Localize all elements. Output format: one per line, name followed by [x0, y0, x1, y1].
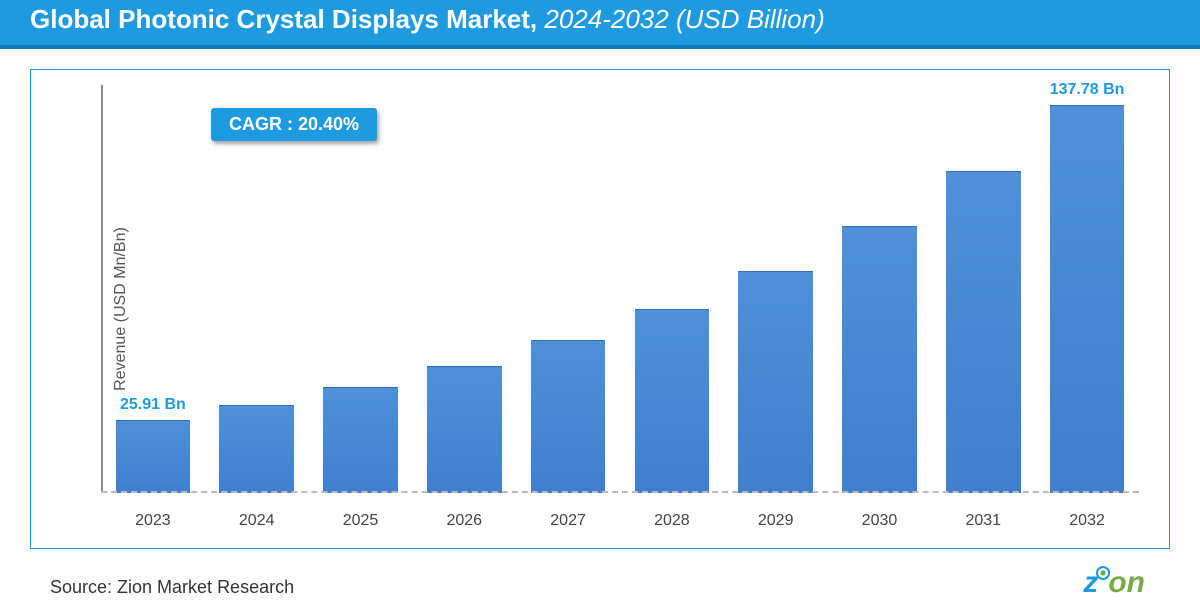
bar-slot	[516, 85, 620, 493]
bar	[946, 171, 1021, 493]
bar	[635, 309, 710, 493]
bar	[219, 405, 294, 493]
brand-logo: zon	[1083, 566, 1145, 600]
x-tick-label: 2023	[101, 512, 205, 530]
bar	[531, 340, 606, 493]
x-tick-label: 2027	[516, 512, 620, 530]
x-tick-label: 2028	[620, 512, 724, 530]
bars-container: 25.91 Bn 137.78 Bn	[101, 85, 1139, 493]
bar-slot	[412, 85, 516, 493]
bar-slot	[309, 85, 413, 493]
x-tick-label: 2031	[931, 512, 1035, 530]
bar-value-label: 25.91 Bn	[120, 396, 186, 414]
x-tick-label: 2029	[724, 512, 828, 530]
x-ticks: 2023202420252026202720282029203020312032	[101, 512, 1139, 530]
bar-slot	[724, 85, 828, 493]
bar	[427, 366, 502, 493]
x-tick-label: 2026	[412, 512, 516, 530]
bar	[323, 387, 398, 493]
bar	[738, 271, 813, 493]
bar-slot	[828, 85, 932, 493]
brand-on: on	[1108, 566, 1145, 599]
chart-area: CAGR : 20.40% Revenue (USD Mn/Bn) 25.91 …	[30, 69, 1170, 549]
x-tick-label: 2030	[828, 512, 932, 530]
bar	[1050, 105, 1125, 493]
bar-slot: 25.91 Bn	[101, 85, 205, 493]
source-text: Source: Zion Market Research	[50, 577, 294, 598]
x-tick-label: 2025	[309, 512, 413, 530]
bar	[842, 226, 917, 493]
header-title-unit: (USD Billion)	[676, 4, 825, 34]
x-baseline	[101, 491, 1139, 493]
header-band: Global Photonic Crystal Displays Market,…	[0, 0, 1200, 49]
bar-slot	[620, 85, 724, 493]
bar-slot	[205, 85, 309, 493]
header-title-range: 2024-2032	[537, 4, 676, 34]
bar-slot: 137.78 Bn	[1035, 85, 1139, 493]
x-tick-label: 2032	[1035, 512, 1139, 530]
bar	[116, 420, 191, 493]
x-tick-label: 2024	[205, 512, 309, 530]
plot-region: 25.91 Bn 137.78 Bn	[101, 85, 1139, 493]
bar-slot	[931, 85, 1035, 493]
header-title-main: Global Photonic Crystal Displays Market,	[30, 4, 537, 34]
bar-value-label: 137.78 Bn	[1050, 81, 1125, 99]
